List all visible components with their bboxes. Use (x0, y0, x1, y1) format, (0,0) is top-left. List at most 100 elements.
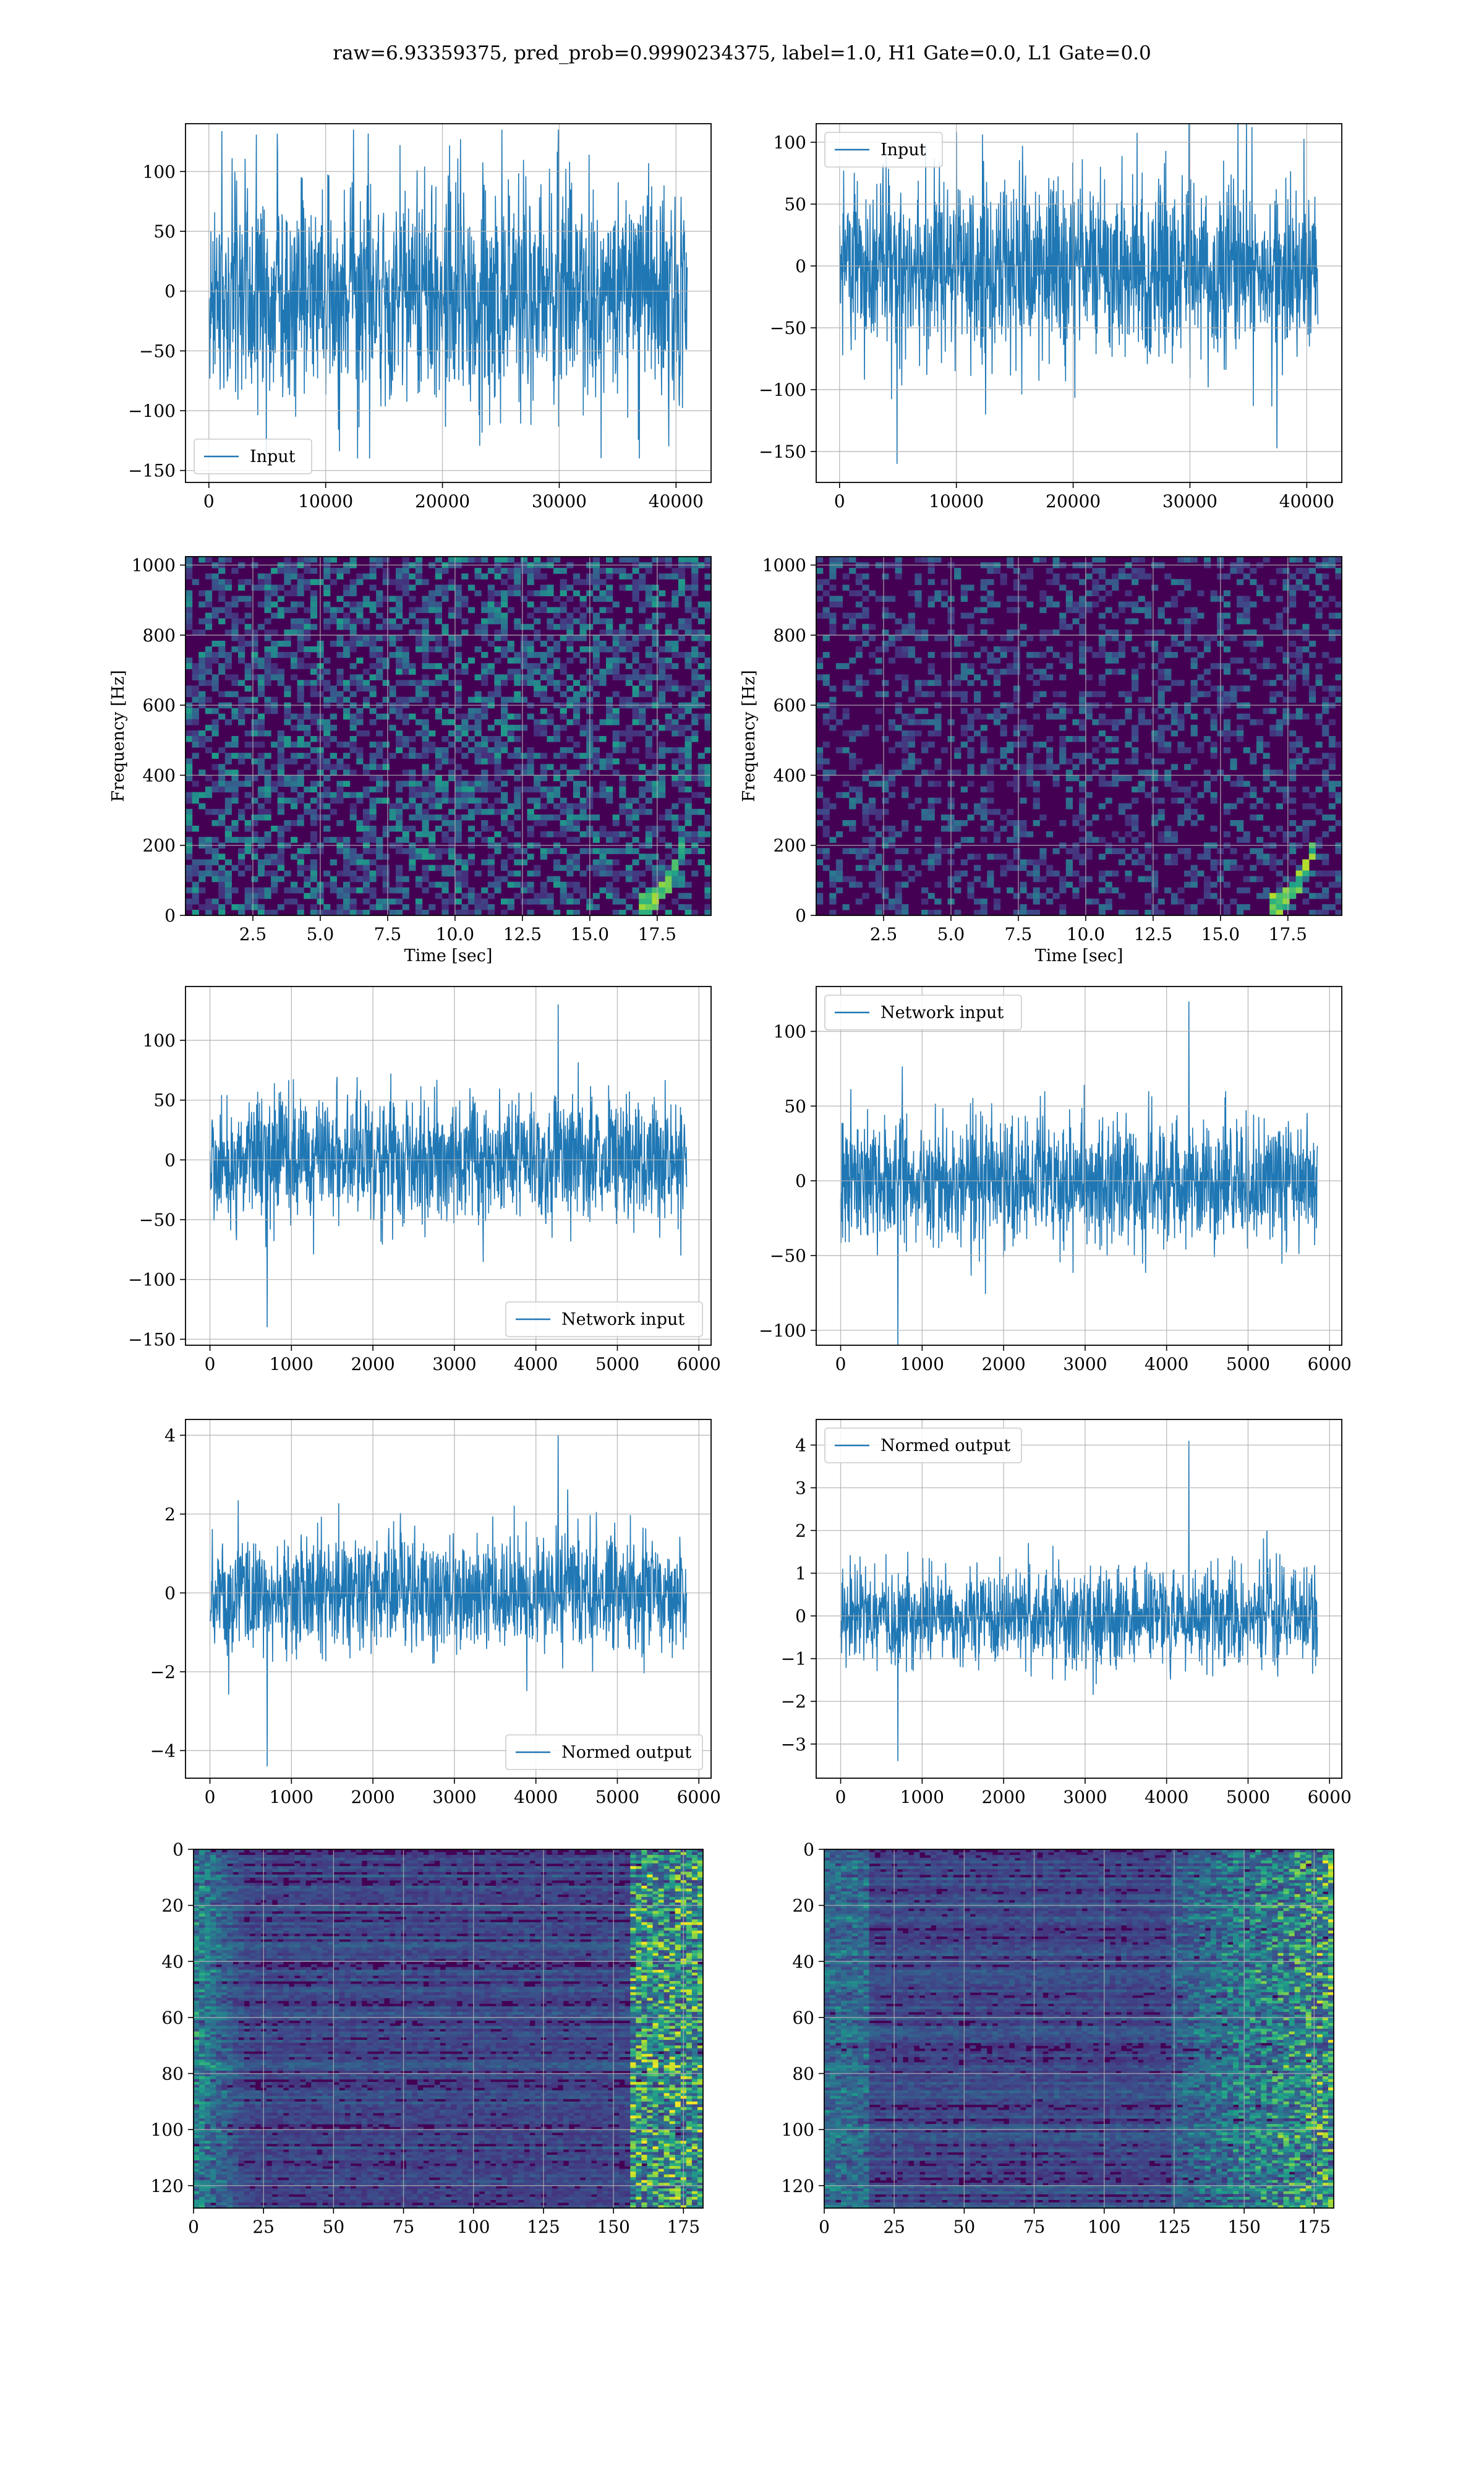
x-tick-label: 4000 (514, 1787, 558, 1807)
x-tick-label: 4000 (1145, 1787, 1188, 1807)
x-tick-label: 3000 (432, 1354, 476, 1374)
x-tick-label: 7.5 (1005, 924, 1033, 944)
y-tick-label: −50 (770, 1246, 806, 1266)
x-tick-label: 75 (1023, 2217, 1046, 2237)
y-tick-label: −150 (128, 1329, 176, 1350)
x-tick-label: 150 (597, 2217, 629, 2237)
x-tick-label: 3000 (432, 1787, 476, 1807)
y-tick-label: 60 (792, 2008, 814, 2028)
legend-label: Normed output (561, 1743, 691, 1762)
y-tick-label: −50 (139, 341, 176, 361)
y-tick-label: 3 (795, 1478, 806, 1498)
x-tick-label: 30000 (1162, 491, 1217, 511)
chart-ts-input-l1: 0 10000 20000 30000 40000 −150 −100 −50 0 50 100 In… (759, 123, 1342, 511)
axes-frame (816, 986, 1342, 1346)
y-tick-label: 100 (143, 1030, 176, 1051)
y-tick-label: 100 (782, 2120, 814, 2140)
y-tick-label: −3 (781, 1734, 806, 1755)
y-tick-label: 0 (795, 1606, 806, 1627)
legend: Input (824, 132, 943, 168)
x-tick-label: 10000 (929, 491, 984, 511)
x-tick-label: 75 (393, 2217, 415, 2237)
y-tick-label: 50 (784, 1096, 806, 1116)
x-tick-label: 3000 (1063, 1354, 1107, 1374)
x-tick-label: 20000 (1046, 491, 1101, 511)
x-tick-label: 50 (323, 2217, 345, 2237)
x-tick-label: 0 (819, 2217, 830, 2237)
y-tick-label: 4 (795, 1435, 806, 1455)
x-tick-label: 25 (883, 2217, 905, 2237)
x-tick-label: 12.5 (503, 924, 542, 944)
x-tick-label: 5.0 (937, 924, 965, 944)
y-tick-label: 100 (774, 1022, 806, 1042)
x-tick-label: 17.5 (1269, 924, 1307, 944)
x-tick-label: 175 (1298, 2217, 1331, 2237)
y-tick-label: −50 (770, 318, 806, 338)
y-tick-label: −2 (150, 1662, 176, 1682)
chart-ts-input-h1: 0 10000 20000 30000 40000 −150 −100 −50 0 50 100 In… (128, 123, 712, 511)
x-tick-label: 0 (834, 491, 845, 511)
legend-label: Input (250, 447, 296, 466)
x-tick-label: 15.0 (1201, 924, 1240, 944)
y-tick-label: 20 (161, 1896, 184, 1916)
y-tick-label: 0 (164, 905, 176, 926)
x-tick-label: 125 (527, 2217, 560, 2237)
y-tick-label: −2 (781, 1692, 806, 1712)
axes-frame (816, 1419, 1342, 1779)
x-tick-label: 3000 (1063, 1787, 1107, 1807)
y-tick-label: 0 (795, 1171, 806, 1191)
y-tick-label: 100 (774, 132, 806, 153)
axes-frame (185, 123, 712, 483)
y-tick-label: 4 (164, 1425, 176, 1445)
axes-frame (185, 556, 712, 916)
chart-ts-normed-l1: 0 1000 2000 3000 4000 5000 6000 −3 −2 −1 0 1 2 3 4 Norm… (781, 1419, 1352, 1807)
y-tick-label: −100 (759, 380, 806, 400)
legend-box (824, 995, 1022, 1030)
y-tick-label: −150 (759, 442, 806, 462)
y-axis-label: Frequency [Hz] (740, 670, 759, 802)
x-tick-label: 1000 (900, 1787, 944, 1807)
heatmap-cells (194, 1849, 703, 2208)
x-axis-label: Time [sec] (404, 946, 493, 965)
chart-ts-network-l1: 0 1000 2000 3000 4000 5000 6000 −100 −50 0 50 100 Ne… (759, 986, 1352, 1374)
x-tick-label: 7.5 (374, 924, 402, 944)
y-tick-label: 50 (153, 1090, 176, 1111)
x-tick-label: 1000 (900, 1354, 944, 1374)
y-tick-label: −150 (128, 461, 176, 481)
x-tick-label: 6000 (677, 1354, 721, 1374)
series-line (209, 1435, 688, 1766)
y-tick-label: −100 (128, 1270, 176, 1290)
y-tick-label: 0 (164, 281, 176, 302)
axes-frame (193, 1849, 704, 2209)
x-tick-label: 175 (667, 2217, 700, 2237)
x-axis-label: Time [sec] (1035, 946, 1124, 965)
y-tick-label: 0 (795, 905, 806, 926)
x-tick-label: 50 (953, 2217, 976, 2237)
x-tick-label: 5000 (595, 1787, 639, 1807)
y-tick-label: 2 (795, 1521, 806, 1541)
y-tick-label: 400 (143, 765, 176, 785)
y-tick-label: −1 (781, 1649, 806, 1669)
x-tick-label: 6000 (1308, 1787, 1352, 1807)
legend-box (505, 1734, 703, 1770)
y-tick-label: 0 (803, 1839, 814, 1860)
legend: Normed output (505, 1734, 703, 1770)
chart-spec-l1: 2.5 5.0 7.5 10.0 12.5 15.0 17.5 0 200 400 600 800 10… (740, 555, 1342, 965)
x-tick-label: 100 (1088, 2217, 1120, 2237)
x-tick-label: 0 (188, 2217, 199, 2237)
legend: Input (194, 439, 312, 474)
x-tick-label: 17.5 (638, 924, 676, 944)
y-tick-label: 40 (792, 1951, 814, 1972)
y-tick-label: 600 (143, 695, 176, 716)
x-tick-label: 2000 (351, 1787, 394, 1807)
x-tick-label: 25 (252, 2217, 275, 2237)
x-tick-label: 10000 (298, 491, 353, 511)
y-tick-label: −4 (150, 1740, 176, 1761)
legend-box (505, 1301, 703, 1337)
y-tick-label: 400 (774, 765, 806, 785)
x-tick-label: 0 (203, 491, 215, 511)
legend-label: Normed output (881, 1436, 1010, 1455)
x-tick-label: 2000 (981, 1787, 1025, 1807)
y-tick-label: 200 (774, 836, 806, 856)
